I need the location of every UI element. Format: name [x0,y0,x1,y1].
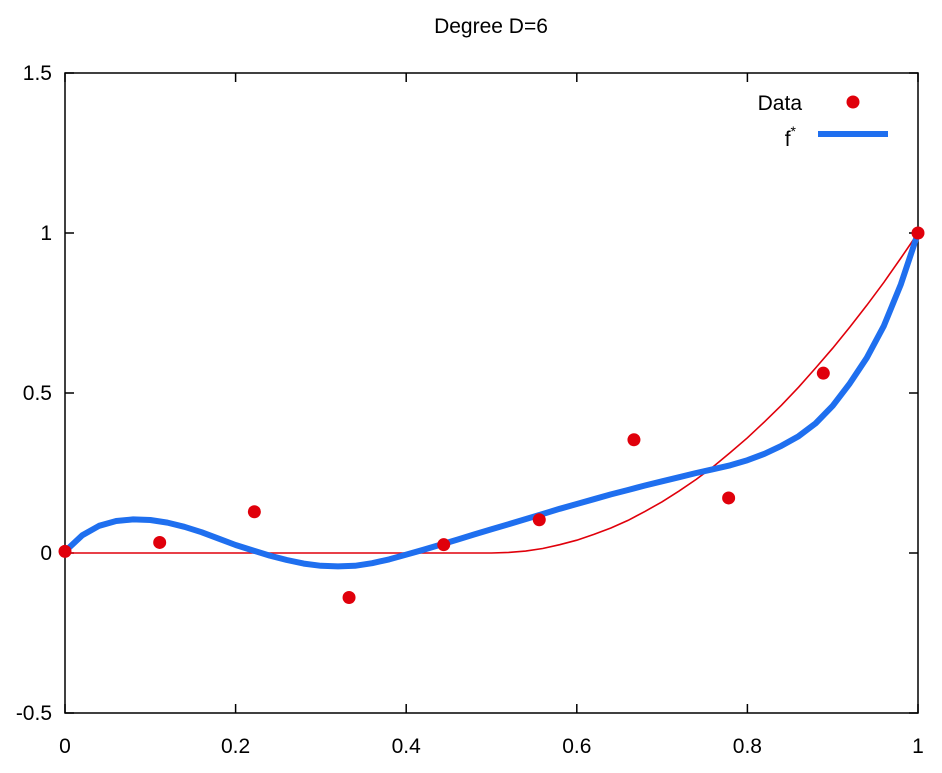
series-layer [58,226,925,604]
y-tick-label: 1.5 [23,62,52,85]
legend: Data f* [758,92,888,151]
y-tick-label: 1 [40,222,52,245]
x-tick-label: 0.4 [392,735,422,758]
x-tick-label: 1 [912,735,924,758]
x-tick-label: 0.8 [733,735,762,758]
y-axis: -0.5 0 0.5 1 1.5 [16,62,918,725]
data-point [722,491,736,505]
chart-title: Degree D=6 [434,15,548,38]
y-tick-label: 0.5 [23,382,52,405]
series-line-reference [65,232,919,554]
x-axis: 0 0.2 0.4 0.6 0.8 1 [59,73,924,758]
legend-label-f-star: f* [785,123,797,151]
data-point [58,544,72,558]
y-tick-label: 0 [40,542,52,565]
plot-frame [64,72,919,714]
legend-label-superscript: * [791,123,797,139]
x-tick-label: 0.2 [221,735,250,758]
data-point [816,366,830,380]
data-point [627,433,641,447]
y-tick-label: -0.5 [16,702,52,725]
data-point [342,590,356,604]
legend-label-f: f [785,128,791,151]
data-point [153,535,167,549]
data-point [911,226,925,240]
data-point [437,538,451,552]
x-tick-label: 0.6 [562,735,591,758]
x-tick-label: 0 [59,735,71,758]
series-line-f-star [62,230,921,570]
legend-marker-data [846,95,860,109]
legend-label-data: Data [758,92,803,115]
data-point [247,505,261,519]
data-point [532,513,546,527]
